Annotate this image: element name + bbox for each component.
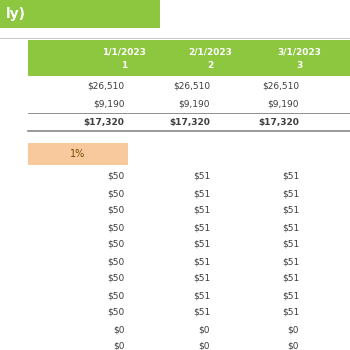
Text: $50: $50 — [107, 308, 124, 317]
Text: 3/1/2023: 3/1/2023 — [277, 47, 321, 56]
Text: $0: $0 — [288, 325, 299, 334]
Text: $50: $50 — [107, 189, 124, 198]
Text: $50: $50 — [107, 274, 124, 283]
Text: 2: 2 — [207, 61, 213, 70]
Text: $9,190: $9,190 — [178, 99, 210, 108]
Text: 1%: 1% — [70, 149, 86, 159]
Text: 2/1/2023: 2/1/2023 — [188, 47, 232, 56]
Text: $51: $51 — [193, 206, 210, 215]
Text: $50: $50 — [107, 223, 124, 232]
Text: ly): ly) — [6, 7, 26, 21]
Text: 1/1/2023: 1/1/2023 — [102, 47, 146, 56]
Bar — [28, 143, 128, 165]
Text: $51: $51 — [282, 257, 299, 266]
Text: $51: $51 — [282, 189, 299, 198]
Bar — [0, 0, 160, 28]
Text: $50: $50 — [107, 291, 124, 300]
Text: 3: 3 — [296, 61, 302, 70]
Text: $26,510: $26,510 — [173, 82, 210, 91]
Text: 1: 1 — [121, 61, 127, 70]
Text: $0: $0 — [198, 342, 210, 350]
Text: $51: $51 — [193, 308, 210, 317]
Text: $26,510: $26,510 — [87, 82, 124, 91]
Text: $51: $51 — [193, 223, 210, 232]
Text: $17,320: $17,320 — [169, 118, 210, 126]
Text: $0: $0 — [113, 342, 124, 350]
Text: $51: $51 — [193, 291, 210, 300]
Text: $0: $0 — [198, 325, 210, 334]
Text: $51: $51 — [193, 172, 210, 181]
Text: $9,190: $9,190 — [268, 99, 299, 108]
Text: $51: $51 — [282, 172, 299, 181]
Text: $0: $0 — [113, 325, 124, 334]
Text: $17,320: $17,320 — [258, 118, 299, 126]
Text: $51: $51 — [193, 274, 210, 283]
Text: $51: $51 — [282, 223, 299, 232]
Text: $51: $51 — [193, 257, 210, 266]
Bar — [28, 40, 350, 76]
Text: $50: $50 — [107, 257, 124, 266]
Text: $26,510: $26,510 — [262, 82, 299, 91]
Text: $0: $0 — [288, 342, 299, 350]
Text: $51: $51 — [282, 240, 299, 249]
Text: $51: $51 — [193, 240, 210, 249]
Text: $51: $51 — [282, 274, 299, 283]
Text: $51: $51 — [193, 189, 210, 198]
Text: $51: $51 — [282, 308, 299, 317]
Text: $17,320: $17,320 — [83, 118, 124, 126]
Text: $50: $50 — [107, 206, 124, 215]
Text: $50: $50 — [107, 240, 124, 249]
Text: $50: $50 — [107, 172, 124, 181]
Text: $9,190: $9,190 — [93, 99, 124, 108]
Text: $51: $51 — [282, 291, 299, 300]
Text: $51: $51 — [282, 206, 299, 215]
